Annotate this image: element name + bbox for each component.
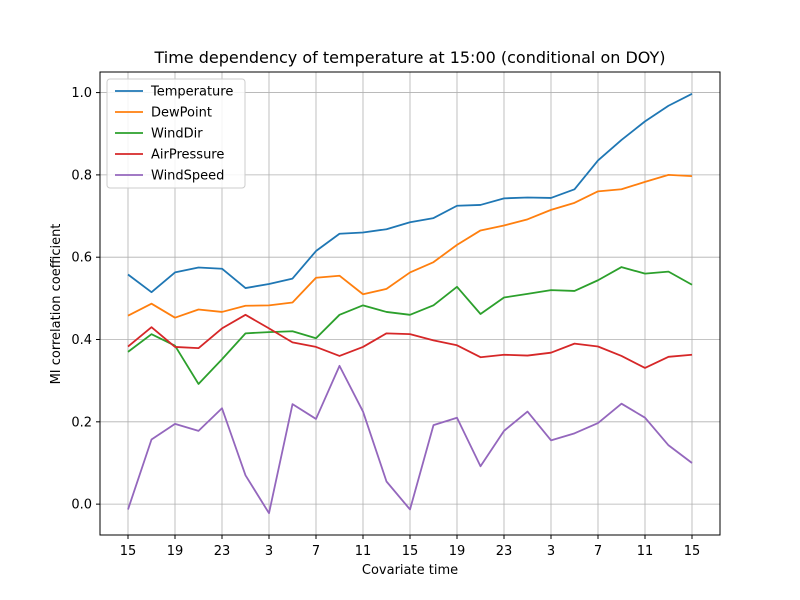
y-tick-label: 1.0	[71, 86, 92, 101]
x-tick-label: 15	[402, 544, 419, 559]
series-line-windspeed	[127, 364, 693, 515]
y-tick-label: 0.4	[71, 333, 92, 348]
x-tick-label: 7	[594, 544, 602, 559]
x-axis-label: Covariate time	[362, 563, 458, 578]
y-tick-label: 0.2	[71, 415, 92, 430]
legend-label: AirPressure	[151, 148, 224, 163]
x-tick-label: 7	[312, 544, 320, 559]
x-tick-label: 15	[120, 544, 137, 559]
series-line-airpressure	[127, 313, 693, 369]
x-tick-label: 11	[355, 544, 372, 559]
legend-label: DewPoint	[151, 106, 212, 121]
legend: Temperature DewPoint WindDir AirPressure Win…	[106, 78, 246, 189]
x-tick-label: 3	[265, 544, 273, 559]
legend-label: Temperature	[150, 85, 233, 100]
x-tick-label: 15	[684, 544, 701, 559]
y-axis-label: MI correlation coefficient	[49, 224, 64, 385]
series-line-dewpoint	[127, 173, 693, 319]
grid	[100, 72, 720, 535]
x-tick-label: 3	[547, 544, 555, 559]
legend-box	[106, 78, 246, 189]
x-axis: 15 19 23 3 7 11 15 19 23 3 7 11 15	[120, 535, 701, 559]
chart-title: Time dependency of temperature at 15:00 …	[153, 48, 665, 67]
series-line-winddir	[127, 266, 693, 385]
legend-label: WindDir	[151, 127, 203, 142]
y-tick-label: 0.8	[71, 168, 92, 183]
x-tick-label: 23	[214, 544, 231, 559]
y-axis: 0.0 0.2 0.4 0.6 0.8 1.0	[71, 86, 100, 513]
x-tick-label: 11	[637, 544, 654, 559]
series-line-temperature	[127, 93, 693, 294]
x-tick-label: 23	[496, 544, 513, 559]
y-tick-label: 0.0	[71, 498, 92, 513]
y-tick-label: 0.6	[71, 251, 92, 266]
legend-label: WindSpeed	[151, 169, 224, 184]
series-lines	[127, 93, 693, 515]
x-tick-label: 19	[449, 544, 466, 559]
x-tick-label: 19	[167, 544, 184, 559]
